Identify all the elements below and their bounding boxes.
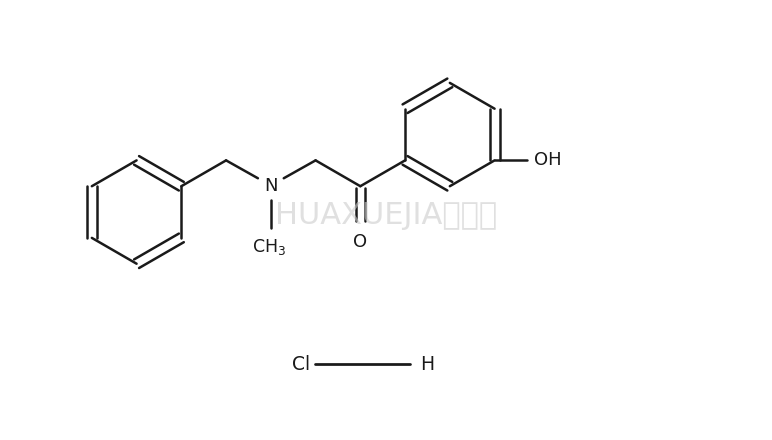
Text: N: N [264,177,278,195]
Text: H: H [420,355,434,374]
Text: CH$_3$: CH$_3$ [252,237,286,257]
Text: OH: OH [533,151,561,169]
Text: HUAXUEJIA化学加: HUAXUEJIA化学加 [275,201,497,230]
Text: O: O [354,233,367,251]
Text: Cl: Cl [293,355,310,374]
